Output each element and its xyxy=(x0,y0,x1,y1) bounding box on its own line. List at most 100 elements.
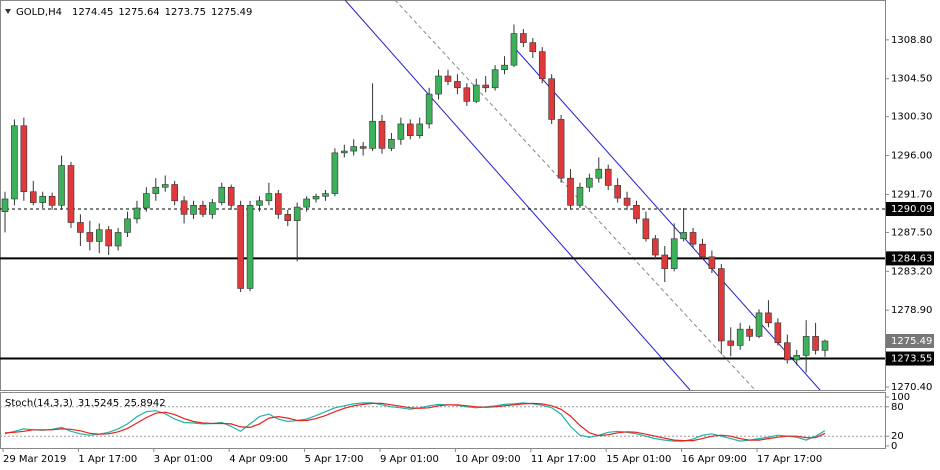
x-tick-label: 4 Apr 09:00 xyxy=(229,454,288,465)
y-tick-label: 1287.50 xyxy=(891,227,932,238)
x-tick-label: 3 Apr 01:00 xyxy=(154,454,213,465)
y-tick-label: 80 xyxy=(891,402,904,413)
candle-body xyxy=(406,123,414,136)
candle-body xyxy=(774,322,782,344)
candle-body xyxy=(161,184,169,188)
x-tick-label: 11 Apr 17:00 xyxy=(531,454,596,465)
candle-body xyxy=(388,139,395,149)
candle-body xyxy=(793,355,801,361)
candle-body xyxy=(623,197,631,206)
x-tick-label: 5 Apr 17:00 xyxy=(305,454,364,465)
candle-body xyxy=(11,125,18,200)
y-tick-label: 1291.70 xyxy=(891,189,932,200)
main-value: 31.5245 xyxy=(78,398,119,409)
candle-body xyxy=(501,64,508,71)
candle-body xyxy=(227,186,235,206)
candle-body xyxy=(331,152,339,194)
candle-body xyxy=(293,206,301,221)
candle-body xyxy=(246,205,254,289)
candle-body xyxy=(652,238,659,256)
x-tick-label: 15 Apr 01:00 xyxy=(606,454,671,465)
candle-body xyxy=(538,51,546,80)
y-tick-label: 20 xyxy=(891,431,904,442)
candle-body xyxy=(86,232,94,242)
candle-body xyxy=(633,205,640,220)
candle-body xyxy=(416,123,424,136)
candle-body xyxy=(435,75,442,95)
candle-body xyxy=(133,207,141,220)
candle-body xyxy=(746,328,753,337)
candle-body xyxy=(642,218,650,240)
x-tick-label: 1 Apr 17:00 xyxy=(78,454,137,465)
x-tick-label: 17 Apr 17:00 xyxy=(757,454,822,465)
candle-body xyxy=(341,150,348,154)
candle-body xyxy=(699,243,706,258)
candle-body xyxy=(180,200,188,215)
candle-body xyxy=(727,340,735,346)
candle-body xyxy=(783,342,791,361)
candle-body xyxy=(708,256,716,269)
candle-body xyxy=(482,84,489,89)
candle-body xyxy=(444,75,452,82)
price-label: 1275.49 xyxy=(891,336,932,347)
level-label: 1290.09 xyxy=(891,204,932,215)
candle-body xyxy=(614,185,621,199)
candle-body xyxy=(491,69,499,89)
chart-header: GOLD,H4 1274.45 1275.64 1273.75 1275.49 xyxy=(16,7,252,18)
candle-body xyxy=(812,336,819,351)
candle-body xyxy=(199,205,207,215)
level-label: 1284.63 xyxy=(891,253,932,264)
candle-body xyxy=(284,214,292,221)
price-label-box xyxy=(886,334,934,349)
y-tick-label: 1270.40 xyxy=(891,382,932,393)
sub-frame xyxy=(0,392,886,449)
candle-body xyxy=(802,336,810,356)
candle-body xyxy=(105,229,112,247)
x-tick-label: 16 Apr 09:00 xyxy=(682,454,747,465)
candle-body xyxy=(736,328,744,346)
symbol: GOLD,H4 xyxy=(16,7,62,18)
candle-body xyxy=(397,123,405,140)
candle-body xyxy=(20,125,28,193)
candle-body xyxy=(454,81,461,89)
open: 1274.45 xyxy=(72,7,113,18)
candle-body xyxy=(190,205,197,215)
y-tick-label: 1300.30 xyxy=(891,112,932,123)
candle-body xyxy=(95,229,103,242)
candle-body xyxy=(604,168,612,186)
candle-body xyxy=(567,177,574,206)
candle-body xyxy=(237,205,244,289)
y-tick-label: 1283.20 xyxy=(891,266,932,277)
candle-body xyxy=(29,191,37,203)
candle-body xyxy=(58,165,65,206)
candle-body xyxy=(350,146,358,152)
candle-body xyxy=(39,195,47,203)
level-label-box xyxy=(886,202,934,217)
candle-body xyxy=(425,93,433,125)
candle-body xyxy=(77,222,84,233)
y-tick-label: 1278.90 xyxy=(891,305,932,316)
candle-body xyxy=(680,232,687,240)
candle-body xyxy=(670,238,678,269)
y-tick-label: 1304.50 xyxy=(891,74,932,85)
candle-body xyxy=(275,193,282,215)
candle-body xyxy=(218,186,226,203)
stoch-line xyxy=(4,402,826,442)
candle-body xyxy=(520,33,527,43)
menu-arrow[interactable] xyxy=(5,9,11,14)
indicator-name: Stoch(14,3,3) xyxy=(5,398,73,409)
candle-body xyxy=(661,254,669,269)
candle-body xyxy=(557,119,565,179)
candle-body xyxy=(114,232,122,247)
candle-body xyxy=(548,78,555,120)
x-tick-label: 10 Apr 09:00 xyxy=(455,454,520,465)
candle-body xyxy=(755,312,763,337)
level-label-box xyxy=(886,251,934,266)
candle-body xyxy=(124,218,131,233)
indicator-header: Stoch(14,3,3) 31.5245 25.8942 xyxy=(5,398,166,409)
candle-body xyxy=(152,186,160,194)
candle-body xyxy=(312,195,320,200)
signal-value: 25.8942 xyxy=(124,398,165,409)
candle-body xyxy=(472,84,480,102)
y-tick-label: 1296.00 xyxy=(891,151,932,162)
